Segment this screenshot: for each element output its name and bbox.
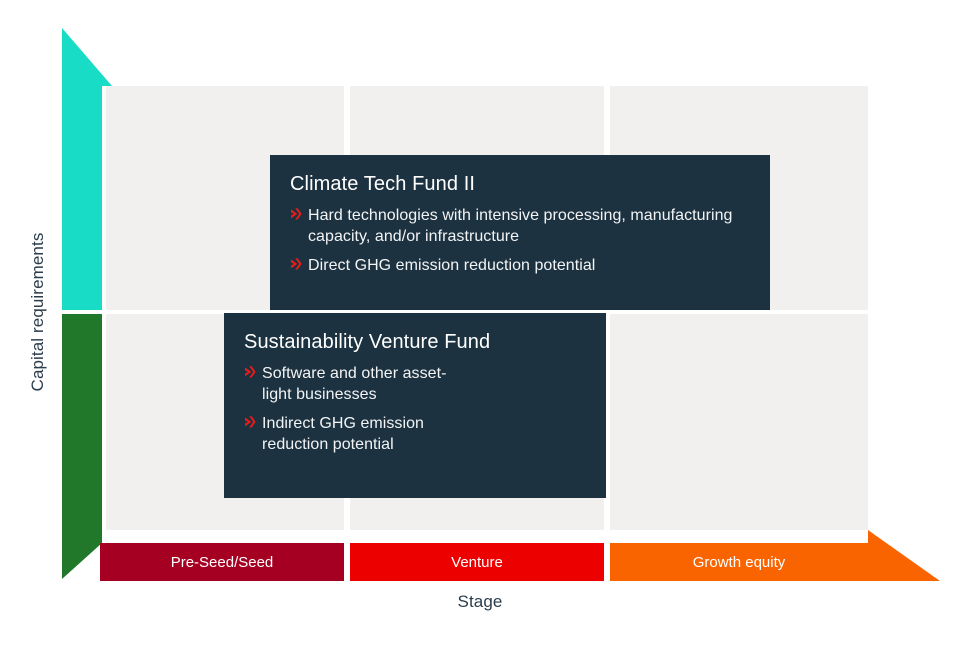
list-item: Hard technologies with intensive process… <box>290 205 748 247</box>
x-axis-title: Stage <box>457 592 503 611</box>
list-item-text: Software and other asset-light businesse… <box>262 365 447 404</box>
fund-card-bullet-list: Software and other asset-light businesse… <box>244 363 584 455</box>
stage-axis-arrow-head-icon <box>868 530 940 581</box>
arrow-right-icon <box>290 207 308 221</box>
arrow-right-icon <box>290 257 308 271</box>
capital-band-intensive <box>62 86 102 310</box>
fund-card-title: Sustainability Venture Fund <box>244 331 491 353</box>
list-item-text: Direct GHG emission reduction potential <box>308 257 596 275</box>
list-item-text: Hard technologies with intensive process… <box>308 207 733 246</box>
list-item: Software and other asset-light businesse… <box>244 363 584 405</box>
arrow-right-icon <box>244 365 262 379</box>
fund-card-title: Climate Tech Fund II <box>290 173 476 195</box>
stage-segment-pre-seed-seed: Pre-Seed/Seed <box>100 543 344 581</box>
capital-axis-arrow-head-icon <box>62 28 112 86</box>
stage-segment-growth-equity: Growth equity <box>610 543 868 581</box>
list-item: Direct GHG emission reduction potential <box>290 255 748 276</box>
arrow-right-icon <box>244 415 262 429</box>
fund-card-bullet-list: Hard technologies with intensive process… <box>290 205 748 276</box>
stage-segment-venture: Venture <box>350 543 604 581</box>
capital-band-light <box>62 314 102 544</box>
fund-card-sustainability-venture-fund: Sustainability Venture Fund Software and… <box>224 313 606 498</box>
list-item: Indirect GHG emission reduction potentia… <box>244 413 584 455</box>
capital-band-light-notch <box>62 543 102 579</box>
y-axis-title: Capital requirements <box>28 232 47 392</box>
fund-card-climate-tech-fund-ii: Climate Tech Fund II Hard technologies w… <box>270 155 770 310</box>
list-item-text: Indirect GHG emission reduction potentia… <box>262 415 424 454</box>
grid-cell-light-growth <box>610 314 868 530</box>
